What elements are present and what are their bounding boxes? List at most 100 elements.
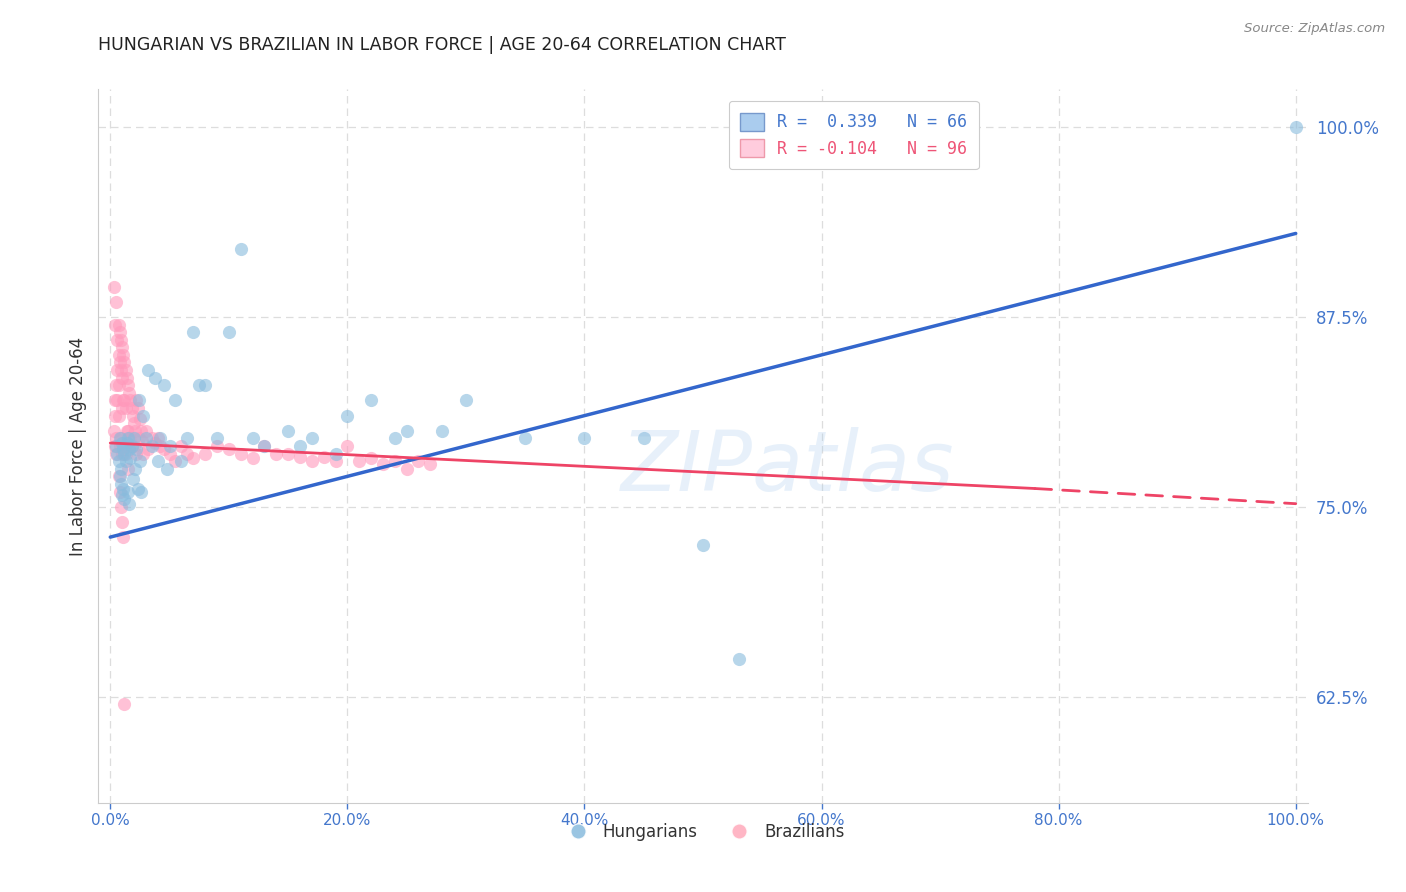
- Point: [105, 439, 128, 453]
- Point: [288, 439, 311, 453]
- Point: [111, 340, 134, 354]
- Point: [188, 378, 211, 392]
- Point: [118, 497, 141, 511]
- Point: [105, 333, 128, 347]
- Point: [336, 409, 359, 423]
- Point: [727, 651, 749, 665]
- Point: [127, 482, 149, 496]
- Point: [115, 370, 138, 384]
- Point: [115, 424, 138, 438]
- Point: [108, 439, 131, 453]
- Point: [117, 424, 139, 438]
- Point: [114, 401, 136, 415]
- Point: [128, 431, 150, 445]
- Point: [117, 431, 139, 445]
- Point: [108, 325, 131, 339]
- Point: [105, 447, 128, 461]
- Point: [120, 431, 142, 445]
- Point: [121, 472, 143, 486]
- Point: [301, 431, 323, 445]
- Point: [104, 409, 127, 423]
- Point: [159, 439, 181, 453]
- Point: [114, 447, 136, 461]
- Point: [242, 451, 264, 466]
- Point: [152, 442, 174, 456]
- Point: [112, 442, 135, 456]
- Point: [114, 447, 136, 461]
- Point: [156, 462, 179, 476]
- Point: [104, 318, 127, 332]
- Point: [118, 385, 141, 400]
- Point: [125, 447, 148, 461]
- Point: [112, 482, 135, 496]
- Point: [253, 439, 276, 453]
- Text: ZIPatlas: ZIPatlas: [621, 427, 955, 508]
- Point: [107, 318, 129, 332]
- Point: [118, 431, 141, 445]
- Point: [129, 484, 152, 499]
- Point: [105, 447, 128, 461]
- Point: [107, 378, 129, 392]
- Point: [395, 424, 418, 438]
- Point: [111, 370, 134, 384]
- Point: [112, 348, 135, 362]
- Point: [108, 431, 131, 445]
- Point: [114, 697, 136, 711]
- Point: [125, 442, 148, 456]
- Point: [205, 439, 228, 453]
- Point: [107, 454, 129, 468]
- Point: [121, 401, 143, 415]
- Point: [574, 431, 596, 445]
- Point: [103, 424, 125, 438]
- Point: [277, 447, 299, 461]
- Point: [129, 454, 152, 468]
- Point: [277, 424, 299, 438]
- Point: [112, 530, 135, 544]
- Point: [118, 442, 141, 456]
- Point: [120, 451, 142, 466]
- Point: [111, 487, 134, 501]
- Point: [110, 431, 132, 445]
- Point: [165, 454, 187, 468]
- Point: [124, 462, 146, 476]
- Point: [107, 348, 129, 362]
- Point: [143, 436, 166, 450]
- Point: [110, 333, 132, 347]
- Point: [121, 409, 143, 423]
- Point: [110, 363, 132, 377]
- Point: [384, 454, 406, 468]
- Point: [114, 454, 136, 468]
- Point: [111, 447, 134, 461]
- Point: [515, 431, 537, 445]
- Point: [129, 424, 152, 438]
- Legend: Hungarians, Brazilians: Hungarians, Brazilians: [554, 817, 852, 848]
- Point: [181, 451, 204, 466]
- Point: [114, 492, 136, 507]
- Point: [107, 409, 129, 423]
- Point: [135, 424, 157, 438]
- Point: [127, 401, 149, 415]
- Point: [110, 500, 132, 514]
- Point: [229, 242, 252, 256]
- Point: [108, 484, 131, 499]
- Point: [159, 447, 181, 461]
- Text: Source: ZipAtlas.com: Source: ZipAtlas.com: [1244, 22, 1385, 36]
- Point: [111, 401, 134, 415]
- Point: [264, 447, 287, 461]
- Point: [105, 378, 128, 392]
- Point: [325, 447, 347, 461]
- Point: [325, 454, 347, 468]
- Point: [105, 294, 128, 309]
- Text: HUNGARIAN VS BRAZILIAN IN LABOR FORCE | AGE 20-64 CORRELATION CHART: HUNGARIAN VS BRAZILIAN IN LABOR FORCE | …: [98, 36, 786, 54]
- Point: [408, 454, 430, 468]
- Point: [395, 462, 418, 476]
- Point: [176, 431, 198, 445]
- Point: [128, 393, 150, 408]
- Point: [149, 439, 172, 453]
- Point: [132, 447, 155, 461]
- Point: [371, 457, 394, 471]
- Point: [229, 447, 252, 461]
- Point: [110, 462, 132, 476]
- Point: [218, 442, 240, 456]
- Point: [105, 431, 128, 445]
